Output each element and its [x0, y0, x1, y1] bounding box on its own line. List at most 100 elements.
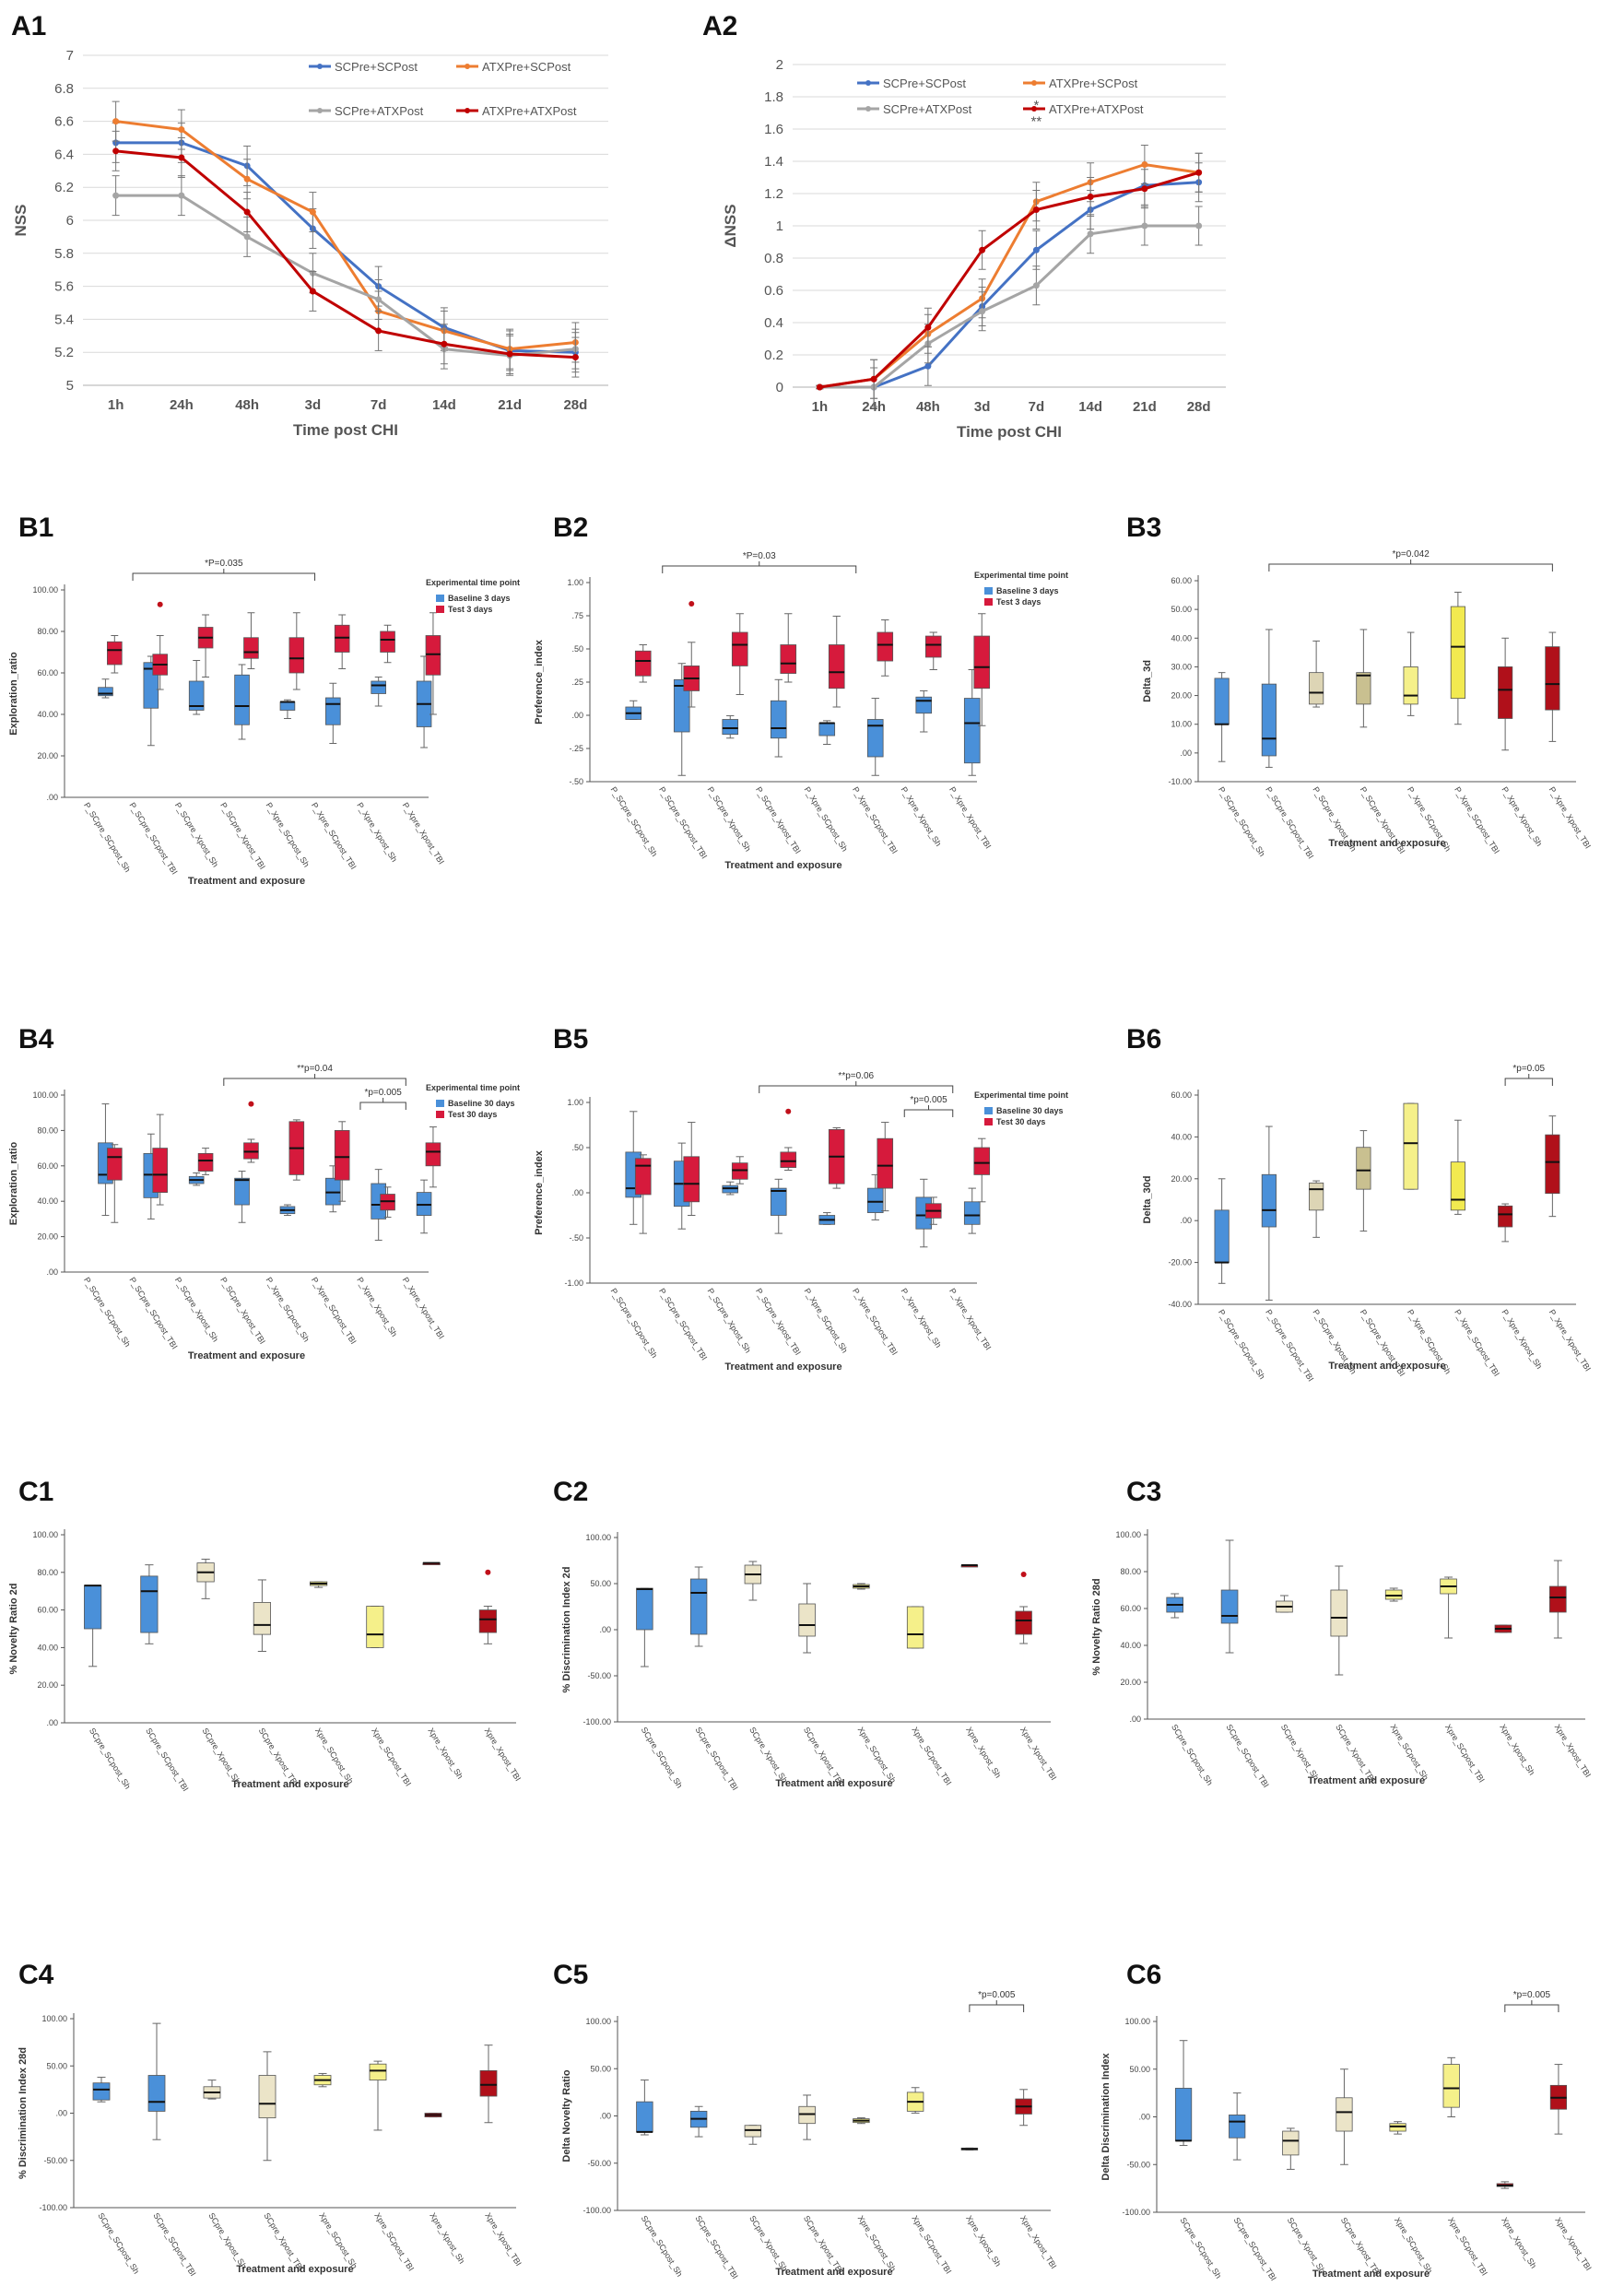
x-tick-label: SCpre_SCpost_TBI — [1224, 1723, 1270, 1789]
box-3 — [1336, 2068, 1353, 2165]
x-tick-label: P_Xpre_Xpost_TBI — [947, 1287, 993, 1352]
box-body — [1214, 1209, 1230, 1263]
panel-label: C3 — [1126, 1477, 1161, 1507]
x-axis-title: Treatment and exposure — [231, 1779, 348, 1790]
y-tick-label: 1.00 — [567, 1098, 583, 1107]
box-body — [906, 1606, 924, 1649]
data-point — [979, 246, 986, 253]
x-tick-label: P_SCpre_Xpost_TBI — [218, 1276, 267, 1346]
legend-label: ATXPre+SCPost — [1049, 77, 1138, 90]
box-3 — [152, 601, 168, 690]
box-body — [634, 650, 652, 677]
box-4 — [313, 2072, 332, 2088]
box-1 — [1229, 2092, 1246, 2161]
x-tick-label: Xpre_Xpost_TBI — [1018, 2214, 1058, 2270]
x-tick-label: P_Xpre_SCpost_TBI — [310, 801, 359, 871]
box-body — [744, 2125, 762, 2138]
box-2 — [203, 2080, 221, 2100]
box-9 — [828, 1126, 845, 1189]
box-4 — [1384, 1587, 1403, 1602]
chart-a2: A200.20.40.60.811.21.41.61.821h24h48h3d7… — [702, 11, 1226, 441]
box-body — [107, 1148, 123, 1181]
box-body — [636, 1587, 653, 1631]
chart-b4: B4 .00 20.00 40.00 60.00 80.00 100.00 P_SCpre_S… — [8, 1024, 520, 1361]
x-axis-title: Time post CHI — [957, 423, 1062, 441]
box-body — [1220, 1589, 1239, 1624]
box-0 — [1214, 672, 1230, 762]
y-tick-label: .00 — [55, 2109, 67, 2118]
y-tick-label: 60.00 — [1171, 1090, 1192, 1100]
x-tick-label: P_Xpre_SCpost_Sh — [803, 785, 850, 854]
box-0 — [98, 678, 113, 699]
data-point — [178, 192, 185, 199]
y-tick-label: 0.2 — [764, 348, 783, 363]
panel-label: C6 — [1126, 1960, 1161, 1990]
y-tick-label: 6.4 — [54, 147, 74, 162]
box-13 — [924, 631, 942, 670]
box-3 — [683, 600, 700, 708]
y-tick-label: -100.00 — [1122, 2208, 1150, 2217]
box-6 — [1494, 1624, 1512, 1633]
box-2 — [1282, 2127, 1300, 2170]
x-tick-label: SCpre_Xpost_Sh — [747, 1726, 789, 1785]
box-10 — [866, 1173, 884, 1220]
box-11 — [334, 1121, 350, 1202]
box-4 — [310, 1581, 328, 1588]
y-tick-label: 100.00 — [585, 2017, 611, 2026]
box-5 — [906, 1606, 924, 1649]
significance-bracket — [759, 1085, 954, 1093]
significance-label: *p=0.005 — [978, 1990, 1016, 2000]
box-body — [866, 719, 884, 758]
y-tick-label: -100.00 — [39, 2203, 67, 2212]
box-10 — [325, 682, 341, 744]
y-tick-label: 5.6 — [54, 279, 74, 295]
x-tick-label: Xpre_Xpost_Sh — [426, 1726, 465, 1781]
legend-label: Baseline 3 days — [448, 594, 511, 603]
box-7 — [1549, 1560, 1567, 1639]
data-point — [112, 118, 120, 125]
y-axis-title: Delta_3d — [1142, 660, 1153, 702]
legend-swatch — [436, 606, 444, 613]
x-tick-label: Xpre_Xpost_Sh — [964, 1726, 1003, 1780]
y-tick-label: .00 — [599, 2112, 611, 2121]
box-15 — [425, 612, 441, 715]
y-axis-title: NSS — [12, 205, 29, 237]
x-tick-label: P_Xpre_SCpost_Sh — [264, 801, 311, 869]
box-body — [380, 630, 395, 653]
y-tick-label: 100.00 — [41, 2014, 67, 2023]
panel-label: B3 — [1126, 513, 1161, 543]
x-axis-title: Treatment and exposure — [724, 860, 841, 871]
outlier-point — [1020, 1572, 1027, 1577]
x-axis-title: Treatment and exposure — [724, 1361, 841, 1373]
box-4 — [853, 2117, 870, 2125]
box-2 — [1309, 1180, 1324, 1238]
y-tick-label: 100.00 — [1115, 1530, 1141, 1539]
box-body — [1214, 678, 1230, 725]
significance-bracket — [223, 1078, 406, 1086]
x-axis-title: Treatment and exposure — [1328, 838, 1445, 849]
box-0 — [636, 2080, 653, 2136]
chart-c5: C5 -100.00 -50.00 .00 50.00 100.00 SCpre_SCpos… — [553, 1960, 1058, 2280]
box-body — [366, 1606, 384, 1648]
box-7 — [243, 1101, 259, 1163]
y-tick-label: 6.2 — [54, 180, 74, 195]
box-3 — [798, 2094, 816, 2140]
x-tick-label: Xpre_Xpost_TBI — [1018, 1726, 1058, 1782]
y-tick-label: 20.00 — [1120, 1678, 1141, 1687]
box-1 — [689, 2105, 708, 2138]
box-body — [1450, 1161, 1465, 1211]
x-tick-label: SCpre_SCpost_Sh — [1178, 2216, 1223, 2280]
box-body — [1174, 2088, 1193, 2141]
chart-c2: C2 -100.00 -50.00 .00 50.00 100.00 SCpre_SCpos… — [553, 1477, 1058, 1792]
box-body — [634, 1158, 652, 1196]
x-tick-label: Xpre_SCpost_TBI — [1443, 1723, 1487, 1785]
legend-marker — [865, 80, 871, 86]
x-tick-label: 48h — [235, 397, 259, 413]
box-body — [1309, 672, 1324, 705]
box-5 — [731, 613, 748, 695]
box-body — [253, 1602, 271, 1635]
box-4 — [722, 714, 739, 739]
box-8 — [279, 1204, 296, 1217]
y-tick-label: 60.00 — [1171, 576, 1192, 585]
panel-label: A2 — [702, 11, 737, 41]
